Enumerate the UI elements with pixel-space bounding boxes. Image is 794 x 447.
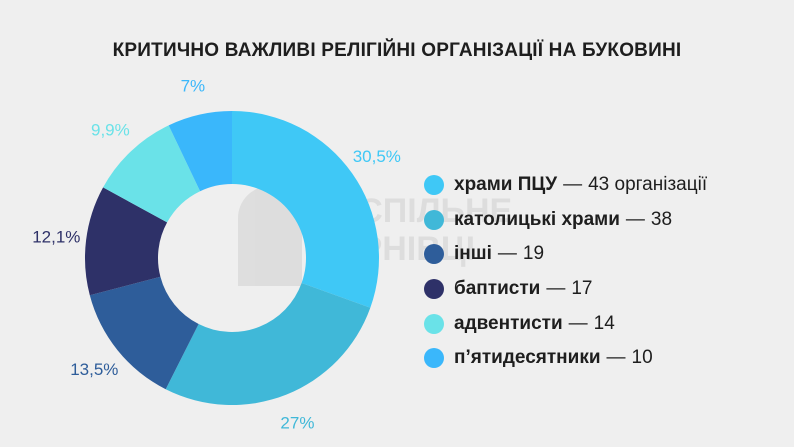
- slice-percent-label: 9,9%: [91, 120, 130, 139]
- legend-value: 19: [522, 243, 545, 265]
- legend-item: храми ПЦУ —43 організації: [424, 168, 707, 203]
- legend-value: 10: [631, 347, 653, 369]
- legend-label: храми ПЦУ: [454, 174, 558, 196]
- legend-value: 17: [571, 278, 593, 300]
- legend-item: католицькі храми —38: [424, 203, 707, 238]
- slice-percent-label: 27%: [280, 413, 314, 432]
- legend-item: баптисти —17: [424, 272, 707, 307]
- legend-swatch: [424, 244, 444, 265]
- legend-label: інші: [454, 243, 492, 265]
- slice-percent-label: 12,1%: [32, 227, 80, 246]
- chart-title: КРИТИЧНО ВАЖЛИВІ РЕЛІГІЙНІ ОРГАНІЗАЦІЇ Н…: [112, 40, 682, 61]
- legend-swatch: [424, 348, 444, 369]
- legend-label: баптисти: [454, 278, 541, 300]
- legend-separator: —: [625, 208, 645, 230]
- donut-slice: [165, 283, 371, 405]
- legend-value: 38: [650, 208, 673, 230]
- slice-percent-label: 30,5%: [353, 147, 401, 166]
- legend-swatch: [424, 175, 444, 196]
- legend-separator: —: [497, 243, 517, 265]
- legend-label: п’ятидесятники: [454, 347, 601, 369]
- slice-percent-label: 13,5%: [70, 360, 118, 379]
- legend-separator: —: [563, 174, 583, 196]
- donut-slice: [168, 111, 232, 192]
- legend-swatch: [424, 279, 444, 300]
- legend-item: п’ятидесятники —10: [424, 341, 707, 376]
- donut-slice: [232, 111, 379, 308]
- chart-legend: храми ПЦУ —43 організації католицькі храми…: [424, 168, 707, 376]
- legend-value: 14: [593, 312, 615, 334]
- legend-item: адвентисти —14: [424, 306, 707, 341]
- legend-separator: —: [546, 278, 566, 300]
- donut-slice: [89, 276, 199, 390]
- donut-slice: [103, 125, 201, 223]
- legend-separator: —: [568, 312, 588, 334]
- legend-separator: —: [606, 347, 626, 369]
- legend-label: католицькі храми: [454, 208, 620, 230]
- legend-item: інші —19: [424, 237, 707, 272]
- legend-value: 43 організації: [588, 174, 708, 196]
- legend-swatch: [424, 209, 444, 230]
- slice-percent-label: 7%: [181, 76, 206, 95]
- legend-label: адвентисти: [454, 312, 563, 334]
- legend-swatch: [424, 313, 444, 334]
- donut-slice: [85, 187, 168, 296]
